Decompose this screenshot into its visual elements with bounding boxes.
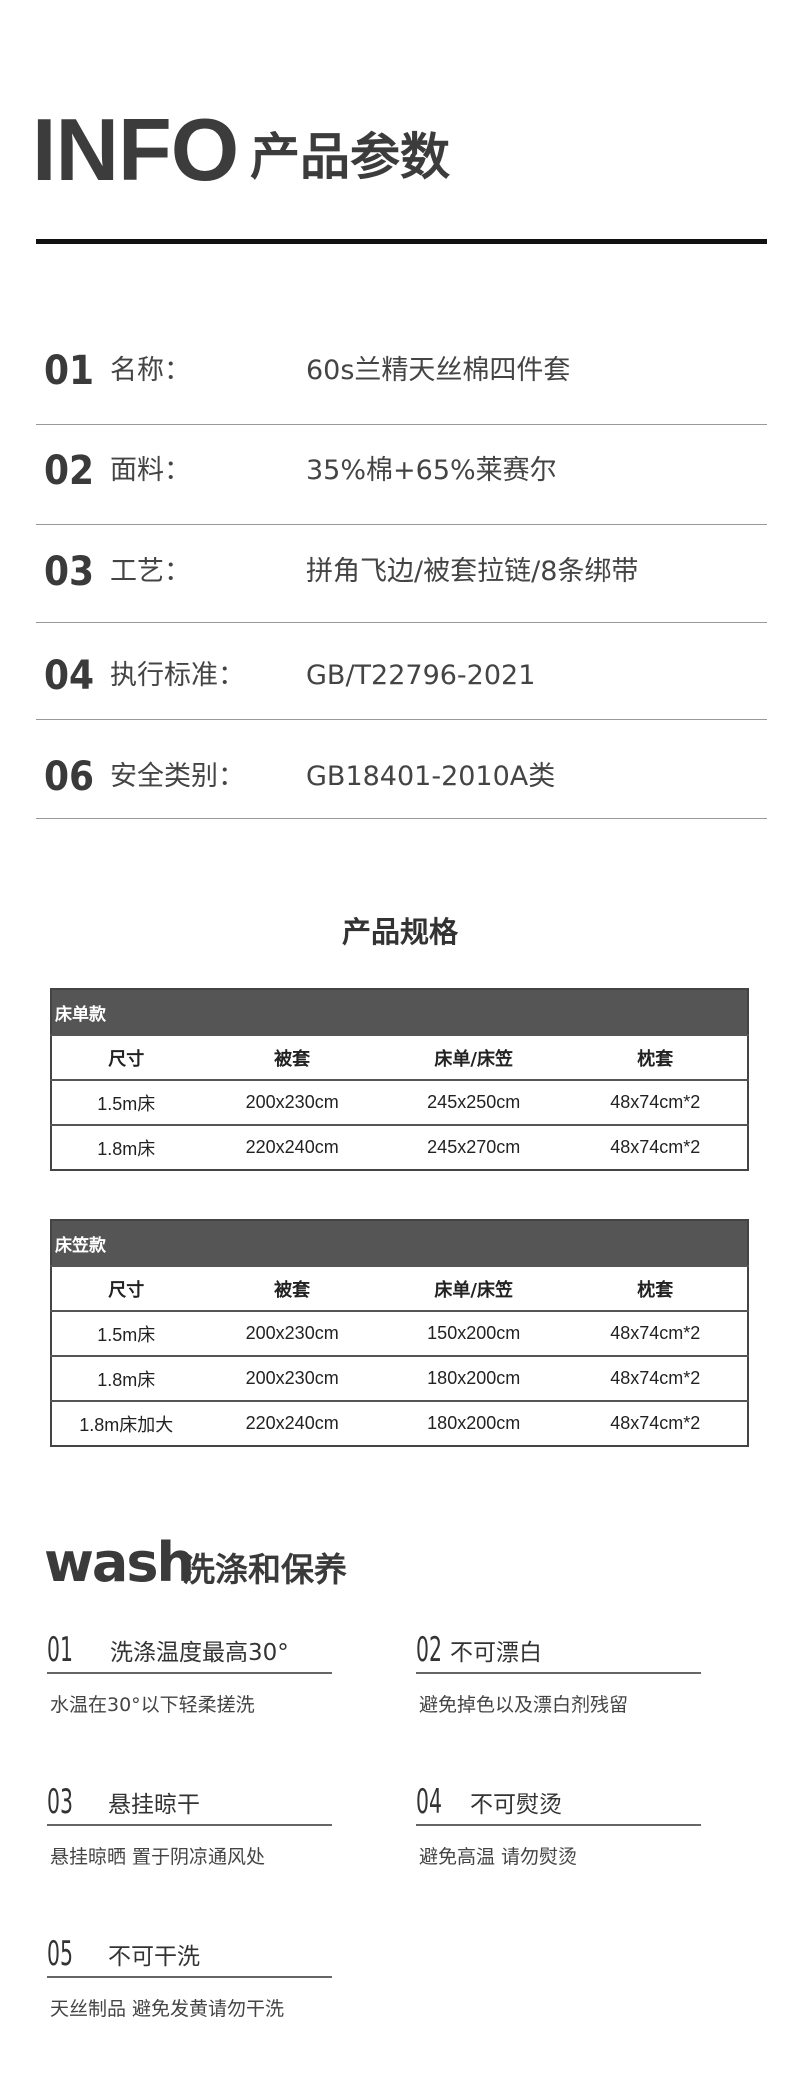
table-cell: 1.5m床 bbox=[51, 1079, 201, 1125]
table-cell: 48x74cm*2 bbox=[563, 1310, 748, 1356]
wash-title-en: wash bbox=[44, 1531, 195, 1594]
column-header: 被套 bbox=[200, 1034, 384, 1080]
care-underline bbox=[416, 1672, 701, 1674]
table-cell: 1.8m床 bbox=[51, 1355, 201, 1401]
table-cell: 1.5m床 bbox=[51, 1310, 201, 1356]
table-cell: 150x200cm bbox=[383, 1310, 564, 1356]
info-title-cn: 产品参数 bbox=[250, 128, 450, 186]
table-cell: 245x270cm bbox=[383, 1124, 564, 1170]
param-divider bbox=[36, 524, 767, 525]
table-header-row: 尺寸 被套 床单/床笠 枕套 bbox=[51, 1034, 748, 1080]
table-caption: 床单款 bbox=[51, 989, 748, 1035]
param-value: GB/T22796-2021 bbox=[306, 660, 536, 691]
table-cell: 1.8m床加大 bbox=[51, 1400, 201, 1446]
care-underline bbox=[47, 1976, 332, 1978]
param-value: 拼角飞边/被套拉链/8条绑带 bbox=[306, 556, 639, 587]
spec-table: 床单款 尺寸 被套 床单/床笠 枕套 1.5m床 200x230cm 245x250cm 48x… bbox=[50, 988, 749, 1171]
care-item: 05 不可干洗 天丝制品 避免发黄请勿干洗 bbox=[47, 1934, 332, 2024]
care-title: 不可漂白 bbox=[450, 1640, 542, 1666]
care-title: 悬挂晾干 bbox=[108, 1792, 200, 1818]
wash-title-cn: 洗涤和保养 bbox=[182, 1550, 347, 1589]
care-number: 02 bbox=[416, 1630, 442, 1670]
care-item: 04 不可熨烫 避免高温 请勿熨烫 bbox=[416, 1782, 701, 1872]
param-value: GB18401-2010A类 bbox=[306, 761, 556, 792]
param-divider bbox=[36, 719, 767, 720]
table-header-row: 尺寸 被套 床单/床笠 枕套 bbox=[51, 1265, 748, 1311]
table-cell: 48x74cm*2 bbox=[563, 1079, 748, 1125]
table-cell: 220x240cm bbox=[200, 1400, 384, 1446]
table-cell: 200x230cm bbox=[200, 1079, 384, 1125]
table-row: 1.8m床 200x230cm 180x200cm 48x74cm*2 bbox=[51, 1355, 748, 1401]
care-item: 03 悬挂晾干 悬挂晾晒 置于阴凉通风处 bbox=[47, 1782, 332, 1872]
column-header: 枕套 bbox=[563, 1034, 748, 1080]
param-number: 01 bbox=[44, 348, 95, 394]
care-description: 悬挂晾晒 置于阴凉通风处 bbox=[50, 1846, 266, 1868]
table-cell: 180x200cm bbox=[383, 1400, 564, 1446]
param-label: 执行标准： bbox=[110, 660, 245, 691]
param-number: 02 bbox=[44, 448, 95, 494]
care-item: 01 洗涤温度最高30° 水温在30°以下轻柔搓洗 bbox=[47, 1630, 332, 1720]
column-header: 尺寸 bbox=[51, 1034, 201, 1080]
param-divider bbox=[36, 622, 767, 623]
table-cell: 48x74cm*2 bbox=[563, 1355, 748, 1401]
table-cell: 1.8m床 bbox=[51, 1124, 201, 1170]
table-cell: 180x200cm bbox=[383, 1355, 564, 1401]
care-underline bbox=[47, 1824, 332, 1826]
column-header: 枕套 bbox=[563, 1265, 748, 1311]
care-number: 05 bbox=[47, 1934, 73, 1974]
param-number: 04 bbox=[44, 653, 95, 699]
param-divider bbox=[36, 424, 767, 425]
column-header: 床单/床笠 bbox=[383, 1265, 564, 1311]
param-row: 04 执行标准： GB/T22796-2021 bbox=[36, 646, 767, 706]
care-title: 不可熨烫 bbox=[470, 1792, 562, 1818]
param-number: 03 bbox=[44, 549, 95, 595]
param-divider bbox=[36, 818, 767, 819]
care-description: 避免掉色以及漂白剂残留 bbox=[419, 1694, 629, 1716]
care-number: 01 bbox=[47, 1630, 73, 1670]
spec-table: 床笠款 尺寸 被套 床单/床笠 枕套 1.5m床 200x230cm 150x200cm 48x… bbox=[50, 1219, 749, 1447]
column-header: 被套 bbox=[200, 1265, 384, 1311]
param-value: 60s兰精天丝棉四件套 bbox=[306, 355, 571, 386]
table-row: 1.8m床加大 220x240cm 180x200cm 48x74cm*2 bbox=[51, 1400, 748, 1446]
param-number: 06 bbox=[44, 754, 95, 800]
care-description: 天丝制品 避免发黄请勿干洗 bbox=[50, 1998, 285, 2020]
table-row: 1.8m床 220x240cm 245x270cm 48x74cm*2 bbox=[51, 1124, 748, 1170]
header-divider bbox=[36, 239, 767, 244]
table-cell: 48x74cm*2 bbox=[563, 1400, 748, 1446]
table-row: 1.5m床 200x230cm 245x250cm 48x74cm*2 bbox=[51, 1079, 748, 1125]
spec-title: 产品规格 bbox=[341, 915, 458, 949]
table-row: 1.5m床 200x230cm 150x200cm 48x74cm*2 bbox=[51, 1310, 748, 1356]
table-cell: 48x74cm*2 bbox=[563, 1124, 748, 1170]
care-number: 04 bbox=[416, 1782, 442, 1822]
care-title: 洗涤温度最高30° bbox=[110, 1640, 289, 1666]
table-cell: 245x250cm bbox=[383, 1079, 564, 1125]
care-underline bbox=[416, 1824, 701, 1826]
param-row: 01 名称： 60s兰精天丝棉四件套 bbox=[36, 341, 767, 401]
param-value: 35%棉+65%莱赛尔 bbox=[306, 455, 557, 486]
care-underline bbox=[47, 1672, 332, 1674]
param-row: 02 面料： 35%棉+65%莱赛尔 bbox=[36, 441, 767, 501]
param-label: 名称： bbox=[110, 355, 191, 386]
table-cell: 200x230cm bbox=[200, 1355, 384, 1401]
care-description: 水温在30°以下轻柔搓洗 bbox=[50, 1694, 255, 1716]
param-row: 06 安全类别： GB18401-2010A类 bbox=[36, 747, 767, 807]
param-row: 03 工艺： 拼角飞边/被套拉链/8条绑带 bbox=[36, 542, 767, 602]
table-cell: 220x240cm bbox=[200, 1124, 384, 1170]
table-caption: 床笠款 bbox=[51, 1220, 748, 1266]
param-label: 工艺： bbox=[110, 556, 191, 587]
care-number: 03 bbox=[47, 1782, 73, 1822]
table-cell: 200x230cm bbox=[200, 1310, 384, 1356]
care-item: 02 不可漂白 避免掉色以及漂白剂残留 bbox=[416, 1630, 701, 1720]
care-description: 避免高温 请勿熨烫 bbox=[419, 1846, 578, 1868]
column-header: 尺寸 bbox=[51, 1265, 201, 1311]
param-label: 面料： bbox=[110, 455, 191, 486]
column-header: 床单/床笠 bbox=[383, 1034, 564, 1080]
param-label: 安全类别： bbox=[110, 761, 245, 792]
care-title: 不可干洗 bbox=[108, 1944, 200, 1970]
info-title-en: INFO bbox=[32, 100, 239, 199]
